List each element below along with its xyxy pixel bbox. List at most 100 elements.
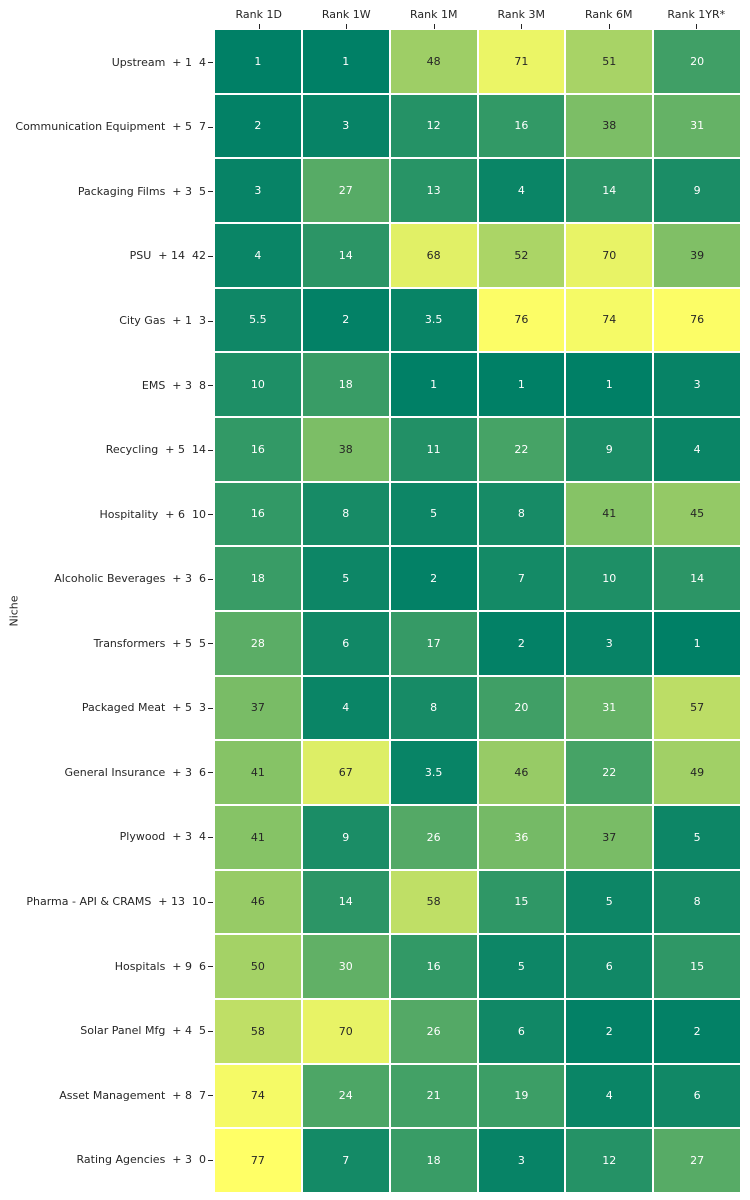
heatmap-cell: 31 xyxy=(654,94,740,158)
heatmap-cell: 10 xyxy=(566,547,653,610)
heatmap-cell: 58 xyxy=(215,1000,301,1063)
heatmap-cell: 8 xyxy=(302,482,389,546)
heatmap-cell: 38 xyxy=(302,418,389,481)
y-axis-tick xyxy=(208,1159,213,1161)
row-label: Hospitality + 6 10 xyxy=(99,507,206,521)
heatmap-grid: 1 1 48 71 51 20 2 3 12 16 38 31 3 27 13 4 14 9 4 14 68 52 70 39… xyxy=(215,30,740,1192)
heatmap-cell: 16 xyxy=(215,482,301,546)
heatmap-cell: 26 xyxy=(390,806,477,869)
column-header: Rank 1YR* xyxy=(667,8,726,21)
heatmap-cell: 58 xyxy=(390,870,477,934)
heatmap-cell: 16 xyxy=(478,94,565,158)
heatmap-cell: 70 xyxy=(566,224,653,287)
heatmap-cell: 31 xyxy=(566,676,653,740)
heatmap-cell: 68 xyxy=(390,224,477,287)
heatmap-cell: 50 xyxy=(215,935,301,998)
heatmap-cell: 18 xyxy=(390,1129,477,1192)
heatmap-cell: 71 xyxy=(478,30,565,93)
heatmap-cell: 36 xyxy=(478,806,565,869)
row-label: Packaged Meat + 5 3 xyxy=(81,701,206,715)
row-label: PSU + 14 42 xyxy=(129,249,206,263)
heatmap-cell: 15 xyxy=(478,870,565,934)
y-axis-tick xyxy=(208,62,213,64)
heatmap-cell: 11 xyxy=(390,418,477,481)
row-label: Hospitals + 9 6 xyxy=(114,959,206,973)
y-axis-tick xyxy=(208,191,213,193)
heatmap-cell: 6 xyxy=(654,1064,740,1128)
x-axis-tick xyxy=(521,24,523,29)
column-header: Rank 1W xyxy=(321,8,371,21)
heatmap-cell: 41 xyxy=(215,741,301,804)
heatmap-cell: 6 xyxy=(302,612,389,675)
heatmap-cell: 14 xyxy=(566,159,653,222)
heatmap-cell: 1 xyxy=(215,30,301,93)
x-axis-tick xyxy=(696,24,698,29)
heatmap-cell: 5 xyxy=(478,935,565,998)
heatmap-cell: 7 xyxy=(478,547,565,610)
y-axis-tick xyxy=(208,449,213,451)
heatmap-cell: 19 xyxy=(478,1064,565,1128)
heatmap-cell: 14 xyxy=(654,547,740,610)
heatmap-cell: 9 xyxy=(654,159,740,222)
heatmap-cell: 76 xyxy=(654,288,740,352)
heatmap-cell: 17 xyxy=(390,612,477,675)
heatmap-cell: 27 xyxy=(302,159,389,222)
heatmap-cell: 1 xyxy=(302,30,389,93)
row-label: Upstream + 1 4 xyxy=(111,55,206,69)
heatmap-cell: 48 xyxy=(390,30,477,93)
column-header: Rank 3M xyxy=(497,8,545,21)
heatmap-cell: 45 xyxy=(654,482,740,546)
heatmap-cell: 3.5 xyxy=(390,741,477,804)
heatmap-cell: 8 xyxy=(390,676,477,740)
heatmap-cell: 5 xyxy=(390,482,477,546)
heatmap-cell: 28 xyxy=(215,612,301,675)
y-axis-tick xyxy=(208,1030,213,1032)
column-header: Rank 1D xyxy=(235,8,282,21)
heatmap-cell: 6 xyxy=(566,935,653,998)
heatmap-cell: 49 xyxy=(654,741,740,804)
heatmap-cell: 22 xyxy=(566,741,653,804)
y-axis-tick xyxy=(208,772,213,774)
heatmap-cell: 20 xyxy=(654,30,740,93)
heatmap-cell: 74 xyxy=(566,288,653,352)
heatmap-cell: 13 xyxy=(390,159,477,222)
heatmap-cell: 4 xyxy=(566,1064,653,1128)
heatmap-cell: 16 xyxy=(390,935,477,998)
heatmap-cell: 2 xyxy=(566,1000,653,1063)
y-axis-tick xyxy=(208,578,213,580)
heatmap-cell: 37 xyxy=(566,806,653,869)
row-label: Packaging Films + 3 5 xyxy=(77,184,206,198)
heatmap-cell: 1 xyxy=(566,353,653,416)
heatmap-cell: 37 xyxy=(215,676,301,740)
heatmap-cell: 5 xyxy=(654,806,740,869)
row-label: Rating Agencies + 3 0 xyxy=(76,1153,206,1167)
heatmap-cell: 46 xyxy=(215,870,301,934)
heatmap-cell: 67 xyxy=(302,741,389,804)
column-header: Rank 6M xyxy=(585,8,633,21)
row-label: Plywood + 3 4 xyxy=(119,830,206,844)
heatmap-cell: 7 xyxy=(302,1129,389,1192)
heatmap-cell: 52 xyxy=(478,224,565,287)
y-axis-tick xyxy=(208,255,213,257)
heatmap-cell: 3 xyxy=(566,612,653,675)
heatmap-cell: 51 xyxy=(566,30,653,93)
heatmap-cell: 41 xyxy=(215,806,301,869)
column-header: Rank 1M xyxy=(410,8,458,21)
heatmap-cell: 12 xyxy=(390,94,477,158)
row-label: EMS + 3 8 xyxy=(141,378,206,392)
heatmap-cell: 4 xyxy=(654,418,740,481)
heatmap-cell: 5 xyxy=(302,547,389,610)
heatmap-cell: 16 xyxy=(215,418,301,481)
x-axis-tick xyxy=(258,24,260,29)
heatmap-cell: 2 xyxy=(215,94,301,158)
heatmap-cell: 15 xyxy=(654,935,740,998)
row-label: Pharma - API & CRAMS + 13 10 xyxy=(26,894,206,908)
heatmap-cell: 30 xyxy=(302,935,389,998)
heatmap-cell: 3 xyxy=(654,353,740,416)
heatmap-cell: 9 xyxy=(566,418,653,481)
heatmap-cell: 10 xyxy=(215,353,301,416)
row-label: Alcoholic Beverages + 3 6 xyxy=(54,572,206,586)
heatmap-cell: 8 xyxy=(478,482,565,546)
heatmap-cell: 4 xyxy=(478,159,565,222)
heatmap-cell: 2 xyxy=(478,612,565,675)
